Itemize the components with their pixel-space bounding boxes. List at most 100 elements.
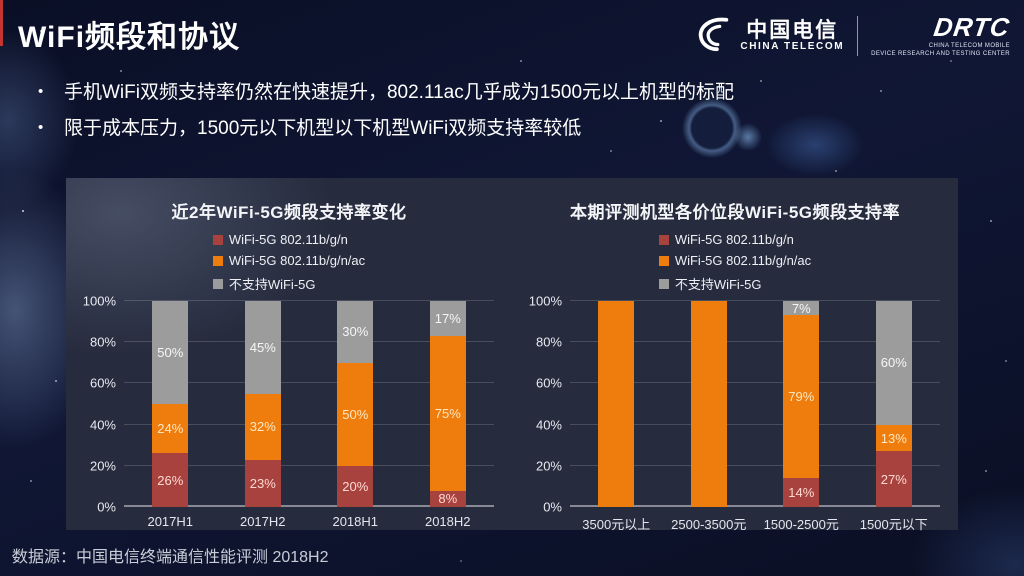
gridline — [124, 382, 494, 384]
stacked-bar: 14% 79% 7% — [783, 301, 820, 507]
bar-groups: 26% 24% 50% 23% 32% 45% 20% 50% 30% 8% 75% 17% — [124, 301, 494, 507]
bullet-text: 手机WiFi双频支持率仍然在快速提升，802.11ac几乎成为1500元以上机型… — [64, 82, 735, 103]
wifi5g-price-band-chart: 本期评测机型各价位段WiFi-5G频段支持率 WiFi-5G 802.11b/g/… — [512, 178, 958, 533]
stacked-bar: 23% 32% 45% — [244, 301, 281, 507]
legend-item: 不支持WiFi-5G — [212, 274, 365, 293]
x-axis-label: 2017H2 — [239, 514, 286, 529]
bar-segment: 17% — [429, 301, 466, 337]
chart-title: 近2年WiFi-5G频段支持率变化 — [171, 203, 407, 222]
bullet-text: 限于成本压力，1500元以下机型以下机型WiFi双频支持率较低 — [64, 117, 582, 139]
bar-groups: 14% 79% 7% 27% 13% 60% — [570, 301, 940, 507]
gridline — [124, 423, 494, 425]
bar-segment: 50% — [337, 362, 374, 466]
bar-slot: 26% 24% 50% — [124, 301, 217, 507]
plot-row: 0% 20% 40% 60% 80% 100% 14% 79% 7% 27% 13% 60% — [522, 294, 948, 515]
legend-item: WiFi-5G 802.11b/g/n — [658, 232, 811, 247]
x-axis: 3500元以上 2500-3500元 1500-2500元 1500元以下 — [522, 514, 948, 533]
y-tick-label: 20% — [535, 458, 562, 474]
legend-item: WiFi-5G 802.11b/g/n/ac — [658, 253, 812, 268]
x-axis-label: 3500元以上 — [582, 517, 651, 532]
bar-segment: 8% — [429, 490, 466, 507]
china-telecom-cn-label: 中国电信 — [746, 18, 839, 42]
segment-label: 27% — [880, 471, 907, 487]
stacked-bar: 20% 50% 30% — [337, 301, 374, 507]
segment-label: 75% — [434, 405, 461, 421]
data-source-note: 数据源：中国电信终端通信性能评测 2018H2 — [12, 549, 329, 566]
gridline — [124, 464, 494, 466]
segment-label: 30% — [342, 324, 369, 340]
plot-area: 26% 24% 50% 23% 32% 45% 20% 50% 30% 8% 75% 17% — [124, 300, 494, 507]
x-axis: 2017H1 2017H2 2018H1 2018H2 — [76, 514, 502, 529]
bar-segment: 75% — [429, 336, 466, 491]
bar-slot: 14% 79% 7% — [755, 301, 848, 507]
x-axis-label: 1500-2500元 — [763, 517, 839, 532]
legend-swatch — [212, 278, 223, 289]
segment-label: 13% — [880, 430, 907, 446]
bar-slot: 27% 13% 60% — [848, 301, 941, 507]
x-axis-label: 2500-3500元 — [671, 517, 747, 532]
legend-label: WiFi-5G 802.11b/g/n — [674, 232, 794, 247]
bar-slot: 20% 50% 30% — [309, 301, 402, 507]
segment-label: 32% — [249, 419, 276, 435]
y-tick-label: 40% — [535, 417, 562, 433]
y-tick-label: 20% — [89, 458, 116, 474]
gridline — [570, 341, 940, 343]
stacked-bar: 8% 75% 17% — [429, 301, 466, 507]
china-telecom-swirl-icon — [695, 15, 733, 58]
gridline — [124, 341, 494, 343]
segment-label: 17% — [434, 311, 461, 327]
segment-label: 60% — [880, 355, 907, 371]
bar-segment: 26% — [152, 453, 189, 507]
bar-segment — [690, 301, 727, 507]
legend-label: 不支持WiFi-5G — [228, 277, 316, 292]
segment-label: 14% — [788, 485, 815, 501]
chart-legend: WiFi-5G 802.11b/g/n WiFi-5G 802.11b/g/n/a… — [212, 232, 365, 293]
bar-segment: 60% — [875, 301, 912, 425]
stacked-bar: 26% 24% 50% — [152, 301, 189, 507]
bar-slot: 8% 75% 17% — [402, 301, 495, 507]
legend-swatch — [212, 234, 223, 245]
bar-segment: 30% — [337, 301, 374, 363]
legend-label: WiFi-5G 802.11b/g/n — [228, 232, 348, 247]
bar-segment: 24% — [152, 404, 189, 454]
china-telecom-logo: 中国电信 CHINA TELECOM — [695, 15, 844, 58]
legend-swatch — [212, 255, 223, 266]
plot-row: 0% 20% 40% 60% 80% 100% 26% 24% 50% 23% 32% 45% 20% 5… — [76, 294, 502, 515]
bar-segment: 79% — [783, 315, 820, 479]
bar-slot — [663, 301, 756, 507]
bar-segment: 13% — [875, 424, 912, 452]
y-tick-label: 0% — [543, 499, 562, 515]
legend-label: WiFi-5G 802.11b/g/n/ac — [674, 253, 812, 268]
segment-label: 26% — [157, 472, 184, 488]
drtc-subtitle-line2: DEVICE RESEARCH AND TESTING CENTER — [871, 51, 1010, 57]
y-tick-label: 100% — [528, 293, 562, 309]
charts-panel: 近2年WiFi-5G频段支持率变化 WiFi-5G 802.11b/g/n WiFi… — [66, 178, 958, 533]
segment-label: 7% — [791, 301, 811, 316]
segment-label: 45% — [249, 339, 276, 355]
bar-segment: 32% — [244, 393, 281, 460]
y-tick-label: 60% — [89, 375, 116, 391]
legend-label: 不支持WiFi-5G — [674, 277, 762, 292]
segment-label: 79% — [788, 389, 815, 405]
bullet-list: • 手机WiFi双频支持率仍然在快速提升，802.11ac几乎成为1500元以上… — [38, 80, 798, 151]
bar-segment: 27% — [875, 451, 912, 507]
y-tick-label: 60% — [535, 375, 562, 391]
y-axis: 0% 20% 40% 60% 80% 100% — [76, 294, 124, 515]
bar-segment: 7% — [783, 301, 820, 316]
stacked-bar — [690, 301, 727, 507]
segment-label: 24% — [157, 421, 184, 437]
bullet-dot: • — [38, 83, 44, 100]
bullet-dot: • — [38, 118, 44, 136]
segment-label: 50% — [342, 406, 369, 422]
drtc-subtitle-line1: CHINA TELECOM MOBILE — [928, 42, 1010, 49]
gridline — [570, 382, 940, 384]
legend-swatch — [658, 234, 669, 245]
red-edge-accent — [0, 0, 3, 46]
drtc-subtitle: CHINA TELECOM MOBILE DEVICE RESEARCH AND… — [871, 42, 1010, 59]
x-axis-label: 1500元以下 — [859, 517, 928, 532]
y-tick-label: 40% — [89, 417, 116, 433]
x-axis-label: 2017H1 — [147, 514, 194, 529]
legend-item: WiFi-5G 802.11b/g/n — [212, 232, 365, 247]
stacked-bar: 27% 13% 60% — [875, 301, 912, 507]
bar-segment: 50% — [152, 301, 189, 405]
